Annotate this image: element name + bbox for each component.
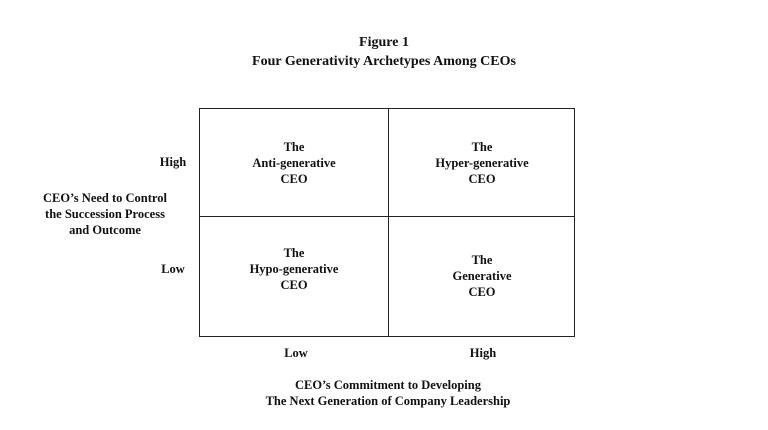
quadrant-hypo-generative: The Hypo-generative CEO (249, 246, 339, 292)
quadrant-hyper-generative: The Hyper-generative CEO (435, 139, 529, 186)
x-tick-high: High (469, 346, 497, 360)
x-axis-label: CEO’s Commitment to Developing The Next … (265, 378, 511, 408)
figure-title: Figure 1 Four Generativity Archetypes Am… (252, 35, 516, 69)
y-axis-label: CEO’s Need to Control the Succession Pro… (43, 191, 167, 237)
quadrant-grid: The Anti-generative CEO The Hyper-generativ… (199, 108, 575, 337)
vertical-divider (388, 109, 389, 336)
x-tick-low: Low (284, 346, 308, 360)
quadrant-anti-generative: The Anti-generative CEO (252, 139, 336, 186)
y-tick-high: High (159, 155, 187, 169)
quadrant-generative: The Generative CEO (452, 253, 512, 299)
y-tick-low: Low (161, 262, 185, 276)
horizontal-divider (200, 216, 574, 217)
